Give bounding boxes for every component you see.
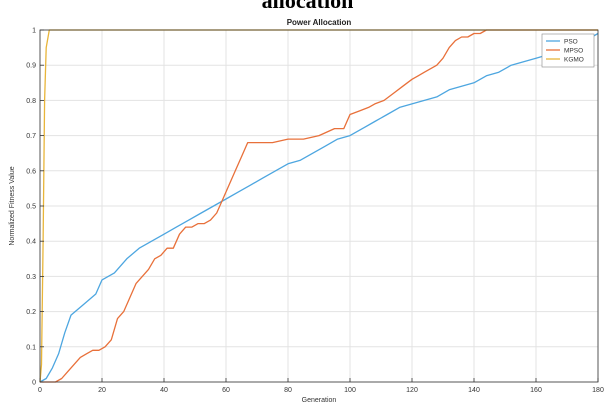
y-tick-label: 0.2 <box>26 309 36 316</box>
legend-label-mpso: MPSO <box>564 48 583 55</box>
x-tick-label: 120 <box>406 387 418 394</box>
y-tick-label: 0.3 <box>26 274 36 281</box>
y-tick-label: 0.7 <box>26 133 36 140</box>
legend-label-pso: PSO <box>564 39 578 46</box>
legend-label-kgmo: KGMO <box>564 57 584 64</box>
x-tick-label: 20 <box>98 387 106 394</box>
figure-caption: allocation <box>261 0 354 13</box>
y-tick-label: 0.5 <box>26 204 36 211</box>
x-tick-label: 140 <box>468 387 480 394</box>
series-line-pso <box>39 32 599 383</box>
x-tick-label: 180 <box>592 387 604 394</box>
x-tick-label: 40 <box>160 387 168 394</box>
chart-title: Power Allocation <box>287 18 352 27</box>
x-axis-label: Generation <box>302 397 337 403</box>
x-tick-label: 100 <box>344 387 356 394</box>
y-tick-label: 0 <box>32 380 36 387</box>
y-axis-label: Normalized Fitness Value <box>9 166 16 245</box>
y-tick-label: 0.6 <box>26 168 36 175</box>
series-line-mpso <box>40 29 598 383</box>
x-tick-label: 60 <box>222 387 230 394</box>
y-tick-label: 0.4 <box>26 239 36 246</box>
y-tick-label: 0.9 <box>26 63 36 70</box>
x-tick-label: 0 <box>38 387 42 394</box>
y-tick-label: 1 <box>32 28 36 35</box>
x-tick-label: 160 <box>530 387 542 394</box>
x-tick-label: 80 <box>284 387 292 394</box>
y-tick-label: 0.8 <box>26 98 36 105</box>
y-tick-label: 0.1 <box>26 344 36 351</box>
